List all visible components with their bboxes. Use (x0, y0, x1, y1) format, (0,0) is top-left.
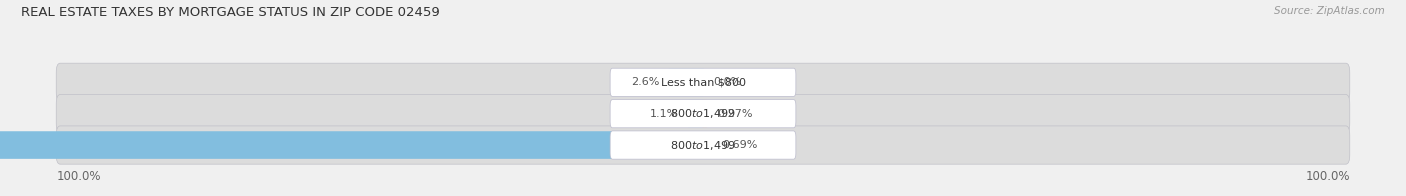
FancyBboxPatch shape (668, 69, 704, 96)
Text: 1.1%: 1.1% (650, 109, 679, 119)
Text: Source: ZipAtlas.com: Source: ZipAtlas.com (1274, 6, 1385, 16)
Text: 100.0%: 100.0% (56, 170, 101, 183)
FancyBboxPatch shape (0, 131, 704, 159)
FancyBboxPatch shape (56, 94, 1350, 133)
Text: 2.6%: 2.6% (631, 77, 659, 87)
Text: 0.0%: 0.0% (713, 77, 741, 87)
Text: Less than $800: Less than $800 (661, 77, 745, 87)
Text: $800 to $1,499: $800 to $1,499 (671, 139, 735, 152)
FancyBboxPatch shape (702, 131, 714, 159)
FancyBboxPatch shape (610, 68, 796, 96)
FancyBboxPatch shape (688, 100, 704, 127)
FancyBboxPatch shape (610, 131, 796, 159)
Text: REAL ESTATE TAXES BY MORTGAGE STATUS IN ZIP CODE 02459: REAL ESTATE TAXES BY MORTGAGE STATUS IN … (21, 6, 440, 19)
Text: 0.69%: 0.69% (723, 140, 758, 150)
Text: 100.0%: 100.0% (1305, 170, 1350, 183)
Text: $800 to $1,499: $800 to $1,499 (671, 107, 735, 120)
FancyBboxPatch shape (610, 100, 796, 128)
FancyBboxPatch shape (702, 100, 709, 127)
FancyBboxPatch shape (56, 126, 1350, 164)
FancyBboxPatch shape (56, 63, 1350, 102)
Text: 0.27%: 0.27% (717, 109, 752, 119)
